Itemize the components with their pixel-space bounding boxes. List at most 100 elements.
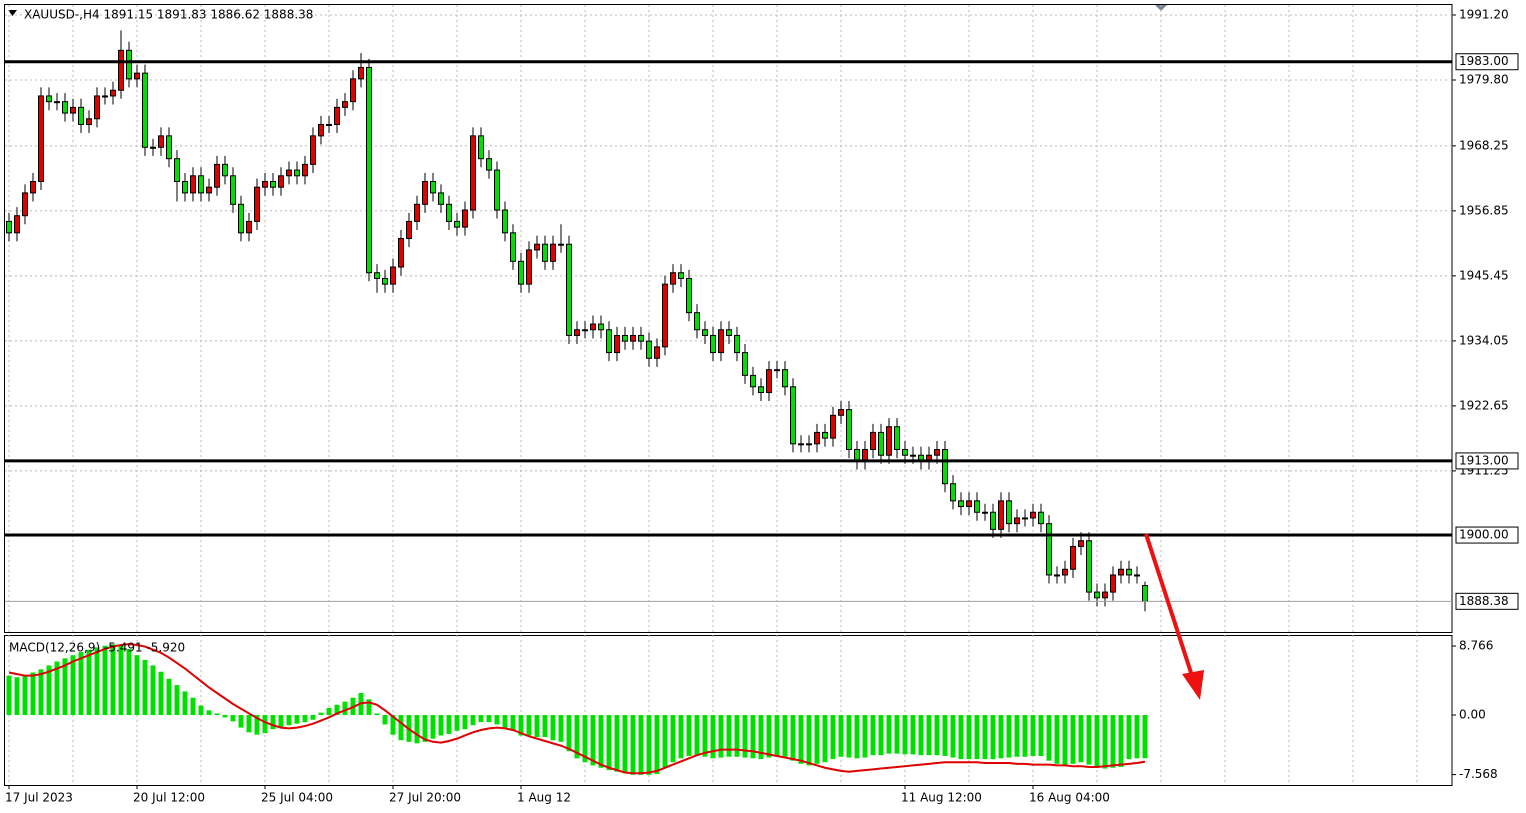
x-tick-label: 16 Aug 04:00 [1029, 791, 1110, 805]
macd-bar [478, 715, 484, 723]
macd-bar [38, 669, 44, 716]
candle-body [70, 106, 76, 114]
y-tick-label: 1945.45 [1459, 268, 1509, 282]
macd-bar [1078, 715, 1084, 763]
axis-layer: 1991.20 1979.80 1968.25 1956.85 1945.45 1934.… [5, 7, 1519, 805]
candle-body [582, 329, 588, 332]
candle-body [486, 158, 492, 171]
candle-body [742, 352, 748, 376]
signal-line [8, 643, 1146, 775]
macd-bar [918, 715, 924, 756]
macd-bar [950, 715, 956, 758]
candle-body [286, 169, 292, 177]
macd-bar [390, 715, 396, 735]
macd-bar [814, 715, 820, 764]
macd-bar [798, 715, 804, 764]
candle-body [838, 409, 844, 416]
candle-body [126, 49, 132, 80]
candle-body [118, 49, 124, 91]
candle-body [142, 72, 148, 148]
candle-body [1094, 591, 1100, 599]
macd-panel-frame [4, 635, 1453, 786]
candle-body [270, 180, 276, 188]
macd-bar [126, 648, 132, 716]
data-layer [5, 30, 1452, 775]
macd-bar [678, 715, 684, 759]
macd-bar [46, 665, 52, 716]
candle-body [830, 414, 836, 439]
macd-bar [878, 715, 884, 756]
macd-bar [1086, 715, 1092, 765]
candle-body [1062, 568, 1068, 576]
candle-body [214, 163, 220, 188]
macd-bar [734, 715, 740, 757]
candle-body [630, 334, 636, 342]
macd-bar [366, 699, 372, 716]
macd-bar [110, 644, 116, 716]
macd-bar [134, 655, 140, 716]
macd-bar [830, 715, 836, 760]
macd-bar [638, 715, 644, 775]
macd-bar [1094, 715, 1100, 767]
candle-body [678, 272, 684, 279]
macd-bar [198, 705, 204, 716]
candle-body [558, 243, 564, 246]
macd-bar [414, 715, 420, 744]
macd-bar [910, 715, 916, 755]
candle-body [854, 449, 860, 462]
macd-bar [486, 715, 492, 723]
candle-body [158, 135, 164, 148]
candle-body [1070, 545, 1076, 570]
macd-bar [102, 645, 108, 716]
candle-body [1118, 568, 1124, 576]
macd-bar [190, 697, 196, 716]
symbol-menu-icon[interactable] [8, 10, 17, 16]
macd-bar [510, 715, 516, 731]
y-tick-label: -7.568 [1459, 767, 1498, 781]
candle-body [438, 192, 444, 205]
macd-bar [1070, 715, 1076, 764]
level-label: 1913.00 [1459, 453, 1509, 467]
candle-body [718, 329, 724, 354]
candle-body [846, 409, 852, 451]
candle-body [526, 249, 532, 285]
candle-body [806, 443, 812, 446]
macd-bar [862, 715, 868, 758]
macd-bar [462, 715, 468, 730]
candle-body [102, 95, 108, 98]
candle-body [590, 323, 596, 331]
macd-bar [278, 715, 284, 728]
macd-bar [870, 715, 876, 756]
candle-body [758, 386, 764, 393]
candle-body [1038, 511, 1044, 525]
macd-bar [942, 715, 948, 756]
macd-bar [470, 715, 476, 726]
macd-bar [726, 715, 732, 757]
candle-body [542, 243, 548, 262]
candle-body [894, 426, 900, 451]
candle-body [1086, 540, 1092, 593]
candle-body [358, 66, 364, 80]
macd-bar [550, 715, 556, 741]
candle-body [502, 209, 508, 234]
x-tick-label: 17 Jul 2023 [5, 791, 73, 805]
macd-bar [694, 715, 700, 756]
candle-body [406, 220, 412, 240]
macd-bar [774, 715, 780, 757]
candle-body [822, 431, 828, 439]
level-label-box [1455, 452, 1519, 470]
macd-bar [1126, 715, 1132, 760]
macd-bar [838, 715, 844, 757]
candle-body [790, 386, 796, 445]
macd-bar [742, 715, 748, 758]
candle-body [182, 180, 188, 194]
level-label: 1983.00 [1459, 54, 1509, 68]
macd-bar [342, 701, 348, 716]
candle-body [942, 449, 948, 485]
macd-bar [614, 715, 620, 772]
level-label-box [1455, 526, 1519, 544]
candle-body [54, 101, 60, 104]
candle-body [414, 203, 420, 222]
candle-body [518, 260, 524, 285]
macd-bar [934, 715, 940, 756]
